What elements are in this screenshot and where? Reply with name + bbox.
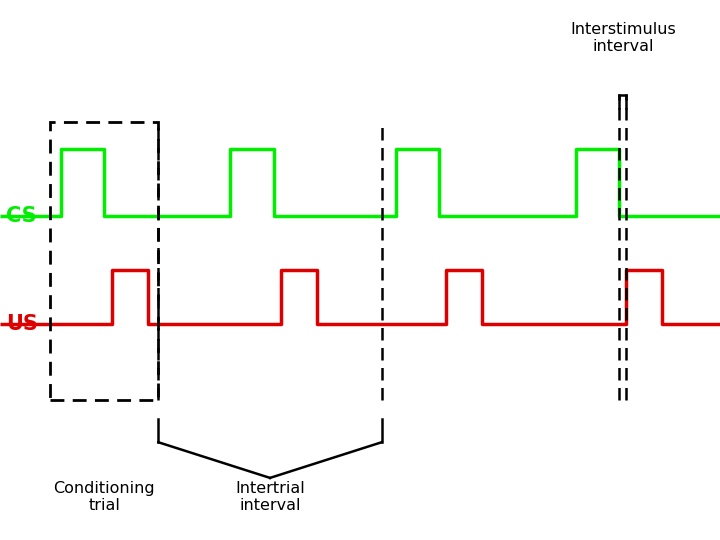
Text: Intertrial
interval: Intertrial interval [235,481,305,513]
Text: US: US [6,314,37,334]
Text: Conditioning
trial: Conditioning trial [53,481,156,513]
Text: CS: CS [6,206,37,226]
Text: Interstimulus
interval: Interstimulus interval [570,22,675,54]
Bar [50,122,158,400]
